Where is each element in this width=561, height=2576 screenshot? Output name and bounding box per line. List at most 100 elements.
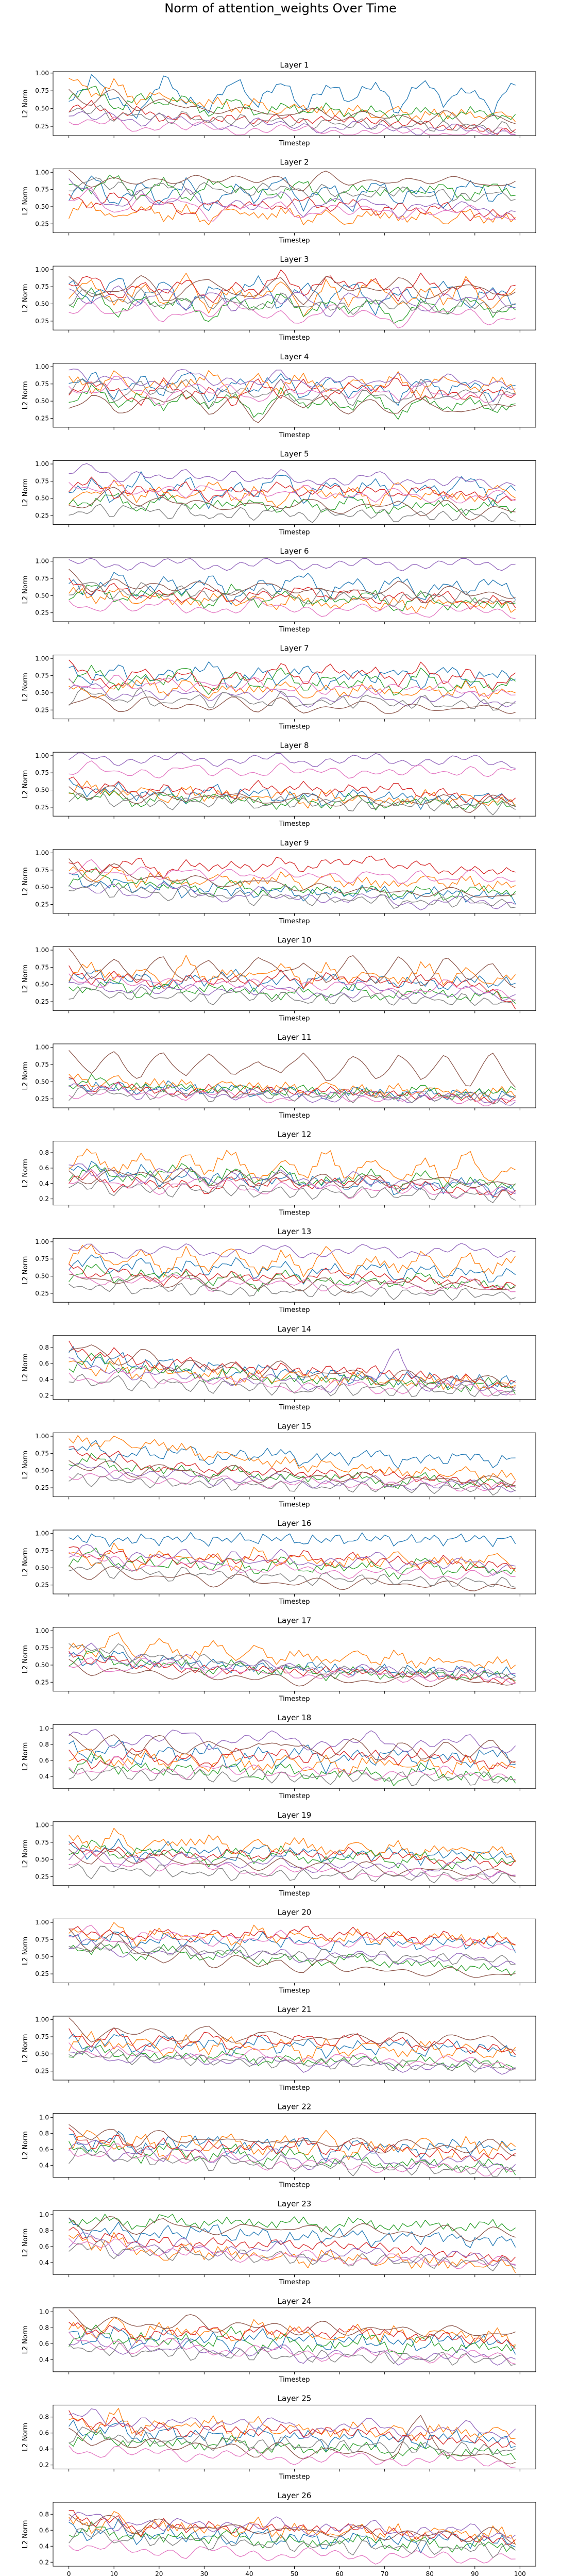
series-line	[69, 269, 516, 303]
subplot-6: Layer 6 0.25 0.50 0.75 1.00 L2 Norm Timestep	[22, 546, 536, 634]
series-line	[69, 1658, 516, 1687]
series-line	[69, 882, 516, 911]
series-line	[69, 776, 516, 803]
series-line	[69, 2031, 516, 2063]
subplot-title: Layer 7	[280, 644, 309, 653]
series-line	[69, 378, 516, 411]
axes-frame	[53, 2502, 536, 2567]
series-line	[69, 479, 516, 508]
series-line	[69, 2128, 516, 2162]
series-line	[69, 791, 516, 816]
series-line	[69, 288, 516, 315]
y-tick-label: 0.25	[35, 1970, 49, 1977]
y-tick-label: 1.00	[35, 752, 49, 759]
series-line	[69, 1050, 516, 1088]
subplot-13: Layer 13 0.25 0.50 0.75 1.00 L2 Norm Timestep	[22, 1227, 536, 1314]
y-tick-label: 0.8	[39, 1344, 49, 1351]
subplot-title: Layer 21	[278, 2005, 312, 2014]
x-axis-label: Timestep	[279, 1112, 310, 1120]
series-line	[69, 105, 516, 134]
series-line	[69, 2332, 516, 2365]
series-line	[69, 1642, 516, 1678]
series-line	[69, 1651, 516, 1684]
series-line	[69, 1357, 516, 1390]
series-line	[69, 2139, 516, 2170]
subplot-17: Layer 17 0.25 0.50 0.75 1.00 L2 Norm Timestep	[22, 1616, 536, 1703]
series-line	[69, 2342, 516, 2366]
series-line	[69, 74, 516, 119]
y-tick-label: 0.50	[35, 1467, 49, 1474]
subplot-11: Layer 11 0.25 0.50 0.75 1.00 L2 Norm Timestep	[22, 1033, 536, 1120]
y-tick-label: 0.50	[35, 495, 49, 502]
series-line	[69, 1544, 516, 1576]
subplot-26: Layer 26 0.2 0.4 0.6 0.8 L2 Norm 0 10 20 30 40 50 60…	[22, 2491, 536, 2576]
y-tick-label: 1.00	[35, 460, 49, 468]
y-axis-label: L2 Norm	[22, 478, 29, 507]
y-tick-label: 0.75	[35, 2033, 49, 2040]
series-line	[69, 1643, 516, 1680]
series-line	[69, 1749, 516, 1778]
y-axis-label: L2 Norm	[22, 965, 29, 993]
subplot-title: Layer 24	[278, 2297, 312, 2306]
series-line	[69, 1940, 516, 1965]
series-line	[69, 1273, 516, 1293]
series-line	[69, 859, 516, 884]
series-line	[69, 1353, 516, 1395]
y-tick-label: 0.6	[39, 2146, 49, 2153]
y-tick-label: 0.8	[39, 2414, 49, 2421]
y-axis-label: L2 Norm	[22, 673, 29, 701]
y-tick-label: 0.25	[35, 706, 49, 713]
y-tick-label: 1.0	[39, 2114, 49, 2121]
series-line	[69, 2217, 516, 2248]
subplot-title: Layer 19	[278, 1810, 312, 1820]
series-line	[69, 1163, 516, 1196]
axes-frame	[53, 169, 536, 234]
x-axis-label: Timestep	[279, 2376, 310, 2384]
series-line	[69, 390, 516, 423]
series-line	[69, 504, 516, 523]
y-axis-label: L2 Norm	[22, 1839, 29, 1868]
series-line	[69, 2408, 516, 2442]
series-line	[69, 287, 516, 324]
x-axis-label: Timestep	[279, 1404, 310, 1411]
series-line	[69, 1254, 516, 1285]
y-axis-label: L2 Norm	[22, 1742, 29, 1771]
series-line	[69, 2521, 516, 2553]
series-line	[69, 855, 516, 879]
y-tick-label: 0.2	[39, 2558, 49, 2566]
y-tick-label: 0.25	[35, 609, 49, 617]
series-line	[69, 2539, 516, 2565]
x-axis-label: Timestep	[279, 2084, 310, 2092]
series-line	[69, 1657, 516, 1684]
y-tick-label: 0.8	[39, 1741, 49, 1748]
y-axis-label: L2 Norm	[22, 1353, 29, 1382]
subplot-8: Layer 8 0.25 0.50 0.75 1.00 L2 Norm Timestep	[22, 741, 536, 828]
subplot-3: Layer 3 0.25 0.50 0.75 1.00 L2 Norm Timestep	[22, 255, 536, 342]
series-line	[69, 687, 516, 711]
y-tick-label: 0.25	[35, 1582, 49, 1589]
series-line	[68, 1244, 516, 1278]
subplot-title: Layer 18	[278, 1713, 312, 1722]
x-tick-label: 100	[514, 2570, 526, 2576]
series-line	[69, 2408, 516, 2439]
y-tick-label: 1.00	[35, 1238, 49, 1245]
series-line	[69, 1473, 516, 1496]
series-line	[69, 659, 516, 691]
subplot-title: Layer 5	[280, 449, 309, 458]
series-line	[69, 973, 516, 1001]
x-axis-label: Timestep	[279, 528, 310, 536]
y-tick-label: 0.25	[35, 1484, 49, 1491]
series-line	[69, 1243, 516, 1259]
y-tick-label: 0.6	[39, 1757, 49, 1764]
y-tick-label: 0.75	[35, 575, 49, 582]
series-line	[69, 2427, 516, 2456]
series-line	[69, 111, 516, 136]
subplot-7: Layer 7 0.25 0.50 0.75 1.00 L2 Norm Timestep	[22, 644, 536, 731]
y-tick-label: 0.75	[35, 186, 49, 193]
y-tick-label: 0.50	[35, 397, 49, 405]
y-axis-label: L2 Norm	[22, 284, 29, 312]
subplot-title: Layer 17	[278, 1616, 312, 1625]
y-tick-label: 0.25	[35, 512, 49, 519]
y-tick-label: 1.0	[39, 2211, 49, 2218]
y-tick-label: 0.75	[35, 1547, 49, 1554]
